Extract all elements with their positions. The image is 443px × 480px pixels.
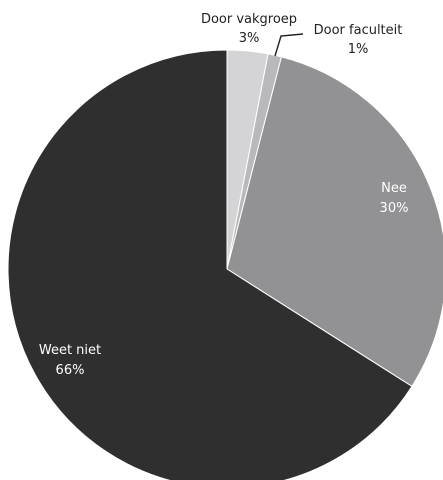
pie-slices: [7, 49, 443, 480]
slice-label-weet-niet: Weet niet: [39, 343, 101, 358]
slice-label-nee: Nee: [381, 181, 407, 196]
slice-value-nee: 30%: [380, 201, 409, 216]
slice-label-door-faculteit: Door faculteit: [314, 23, 403, 38]
pie-slice-nee: [226, 56, 443, 388]
slice-value-weet-niet: 66%: [56, 363, 85, 378]
pie-slice-weet-niet: [7, 49, 413, 480]
door-faculteit-leader-line: [274, 33, 304, 57]
slice-value-door-faculteit: 1%: [348, 42, 369, 57]
slice-label-door-vakgroep: Door vakgroep: [201, 12, 297, 27]
slice-value-door-vakgroep: 3%: [239, 31, 260, 46]
